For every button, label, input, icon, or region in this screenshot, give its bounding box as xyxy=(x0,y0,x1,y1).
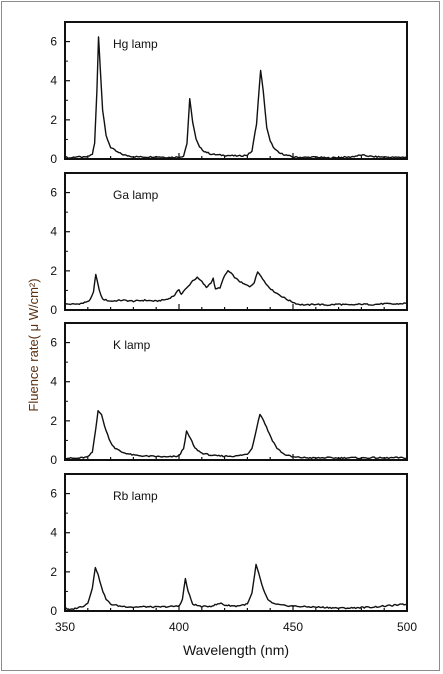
panel-frame xyxy=(64,473,408,612)
lamp-label: Hg lamp xyxy=(113,37,158,51)
lamp-label: Ga lamp xyxy=(113,188,159,202)
y-tick-label: 0 xyxy=(50,453,57,467)
y-tick-label: 2 xyxy=(50,565,57,579)
y-tick-label: 0 xyxy=(50,604,57,618)
panels-layer: 0 2 4 6 Hg lamp 0 2 4 6 Ga lamp 0 2 4 6 K lamp 0 2 4 6 Rb l… xyxy=(50,21,408,618)
panel-frame xyxy=(64,322,408,461)
panel-k-lamp: 0 2 4 6 K lamp xyxy=(50,322,408,467)
lamp-label: K lamp xyxy=(113,338,151,352)
spectrum-line xyxy=(64,36,408,160)
y-tick-label: 2 xyxy=(50,264,57,278)
panel-frame xyxy=(64,21,408,160)
panel-rb-lamp: 0 2 4 6 Rb lamp xyxy=(50,473,408,618)
y-tick-label: 6 xyxy=(50,487,57,501)
y-tick-label: 2 xyxy=(50,113,57,127)
x-tick-label: 400 xyxy=(169,620,189,634)
y-tick-label: 6 xyxy=(50,35,57,49)
spectrum-line xyxy=(64,269,408,307)
spectrum-line xyxy=(64,563,408,611)
x-tick-label: 350 xyxy=(55,620,75,634)
y-tick-label: 6 xyxy=(50,336,57,350)
panel-hg-lamp: 0 2 4 6 Hg lamp xyxy=(50,21,408,166)
y-tick-label: 4 xyxy=(50,375,57,389)
spectrum-line xyxy=(64,409,408,460)
panel-frame xyxy=(64,172,408,311)
lamp-label: Rb lamp xyxy=(113,489,158,503)
x-tick-label: 450 xyxy=(283,620,303,634)
y-tick-label: 6 xyxy=(50,186,57,200)
y-tick-label: 4 xyxy=(50,74,57,88)
x-tick-label: 500 xyxy=(397,620,417,634)
x-axis-label: Wavelength (nm) xyxy=(183,642,289,658)
y-axis-label: Fluence rate( μ W/cm²) xyxy=(26,278,41,411)
y-tick-label: 4 xyxy=(50,225,57,239)
y-tick-label: 4 xyxy=(50,526,57,540)
y-tick-label: 0 xyxy=(50,152,57,166)
x-tick-labels: 350 400 450 500 xyxy=(55,620,417,634)
y-tick-label: 2 xyxy=(50,414,57,428)
panel-ga-lamp: 0 2 4 6 Ga lamp xyxy=(50,172,408,317)
y-tick-label: 0 xyxy=(50,303,57,317)
